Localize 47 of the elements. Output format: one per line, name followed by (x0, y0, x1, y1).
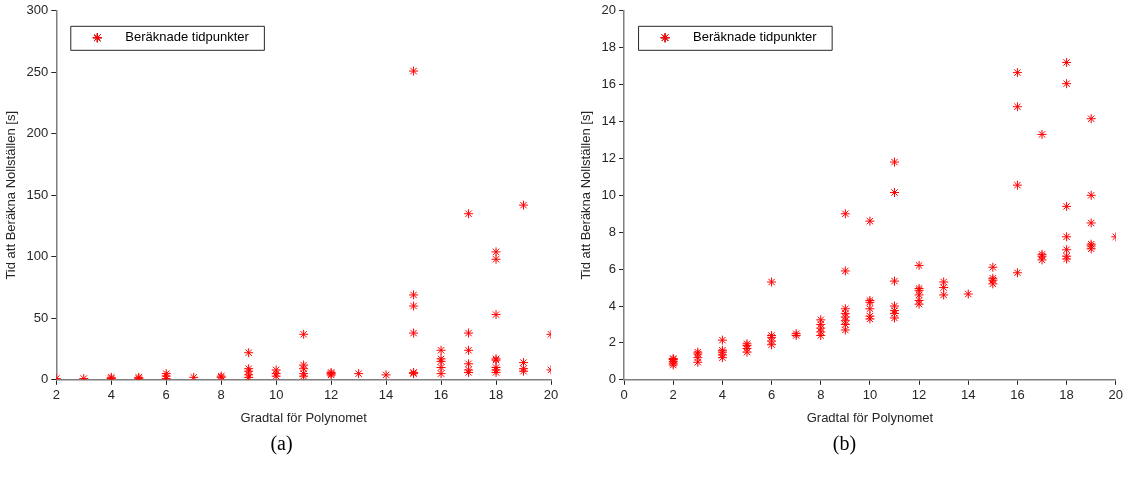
y-tick-label: 16 (601, 76, 617, 92)
x-tick-label: 14 (961, 387, 976, 403)
x-tick-label: 20 (1108, 387, 1123, 403)
y-tick-label: 20 (601, 2, 617, 18)
x-tick-label: 20 (543, 387, 559, 403)
y-tick-label: 14 (601, 113, 617, 129)
x-tick-label: 18 (488, 387, 504, 403)
x-tick-label: 4 (107, 387, 115, 403)
x-tick-label: 8 (817, 387, 825, 403)
y-tick-label: 6 (608, 260, 617, 276)
legend-label: Beräknade tidpunkter (693, 29, 818, 45)
x-tick-label: 16 (433, 387, 449, 403)
x-tick-label: 6 (767, 387, 776, 403)
text: (a) (269, 432, 294, 455)
x-axis-title: Gradtal för Polynomet (240, 409, 368, 425)
y-tick-label: 10 (601, 186, 617, 202)
x-tick-label: 6 (162, 387, 170, 403)
legend-label: Beräknade tidpunkter (125, 29, 250, 45)
x-tick-label: 8 (217, 387, 225, 403)
text: (b) (831, 432, 858, 455)
y-tick-label: 250 (26, 63, 49, 79)
y-tick-label: 100 (26, 248, 49, 264)
x-tick-label: 12 (911, 387, 927, 403)
x-axis-title: Gradtal för Polynomet (806, 409, 934, 425)
x-tick-label: 10 (268, 387, 284, 403)
y-tick-label: 0 (608, 371, 617, 387)
y-tick-label: 300 (26, 2, 49, 18)
y-tick-label: 150 (26, 186, 49, 202)
y-axis-title: Tid att Beräkna Nollställen [s] (3, 111, 19, 280)
x-tick-label: 2 (669, 387, 677, 403)
y-tick-label: 2 (608, 334, 617, 350)
x-tick-label: 10 (862, 387, 878, 403)
y-tick-label: 4 (608, 297, 617, 313)
y-tick-label: 12 (601, 149, 617, 165)
y-tick-label: 18 (601, 39, 617, 55)
y-tick-label: 200 (26, 125, 49, 141)
x-tick-label: 14 (378, 387, 394, 403)
y-tick-label: 8 (608, 223, 617, 239)
x-tick-label: 18 (1059, 387, 1074, 403)
x-tick-label: 2 (52, 387, 60, 403)
x-tick-label: 4 (718, 387, 727, 403)
y-axis-title: Tid att Beräkna Nollställen [s] (578, 111, 594, 280)
x-tick-label: 12 (323, 387, 339, 403)
y-tick-label: 0 (41, 371, 49, 387)
x-tick-label: 0 (620, 387, 628, 403)
y-tick-label: 50 (33, 309, 49, 325)
x-tick-label: 16 (1010, 387, 1025, 403)
